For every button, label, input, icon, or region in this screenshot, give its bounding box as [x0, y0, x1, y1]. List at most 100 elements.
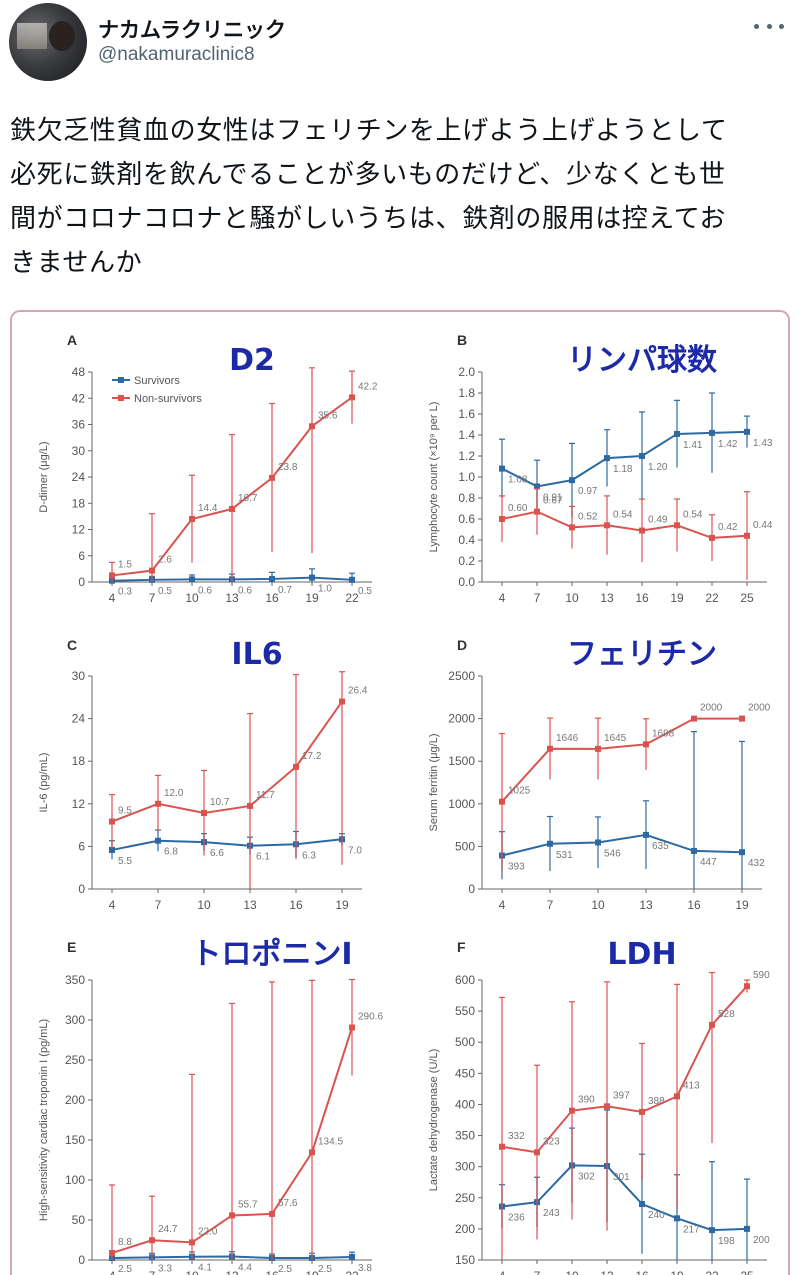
y-tick-label: 300 — [65, 1013, 85, 1027]
data-label: 1698 — [652, 728, 675, 739]
data-point — [109, 1249, 115, 1256]
avatar-window — [17, 23, 47, 49]
x-tick-label: 22 — [705, 1269, 719, 1275]
y-axis-label: High-sensitivity cardiac troponin I (pg/… — [38, 1019, 50, 1221]
data-label: 57.6 — [278, 1198, 298, 1209]
data-label: 635 — [652, 841, 669, 852]
data-label: 12.0 — [164, 788, 184, 799]
data-point — [674, 522, 680, 529]
tweet-text-line: 鉄欠乏性貧血の女性はフェリチンを上げよう上げようとして — [10, 115, 728, 145]
data-label: 3.3 — [158, 1263, 172, 1274]
y-tick-label: 1000 — [448, 797, 475, 811]
data-label: 26.4 — [348, 686, 368, 697]
data-point — [349, 1024, 355, 1031]
data-point — [739, 715, 745, 722]
data-label: 236 — [508, 1212, 525, 1223]
data-point — [499, 516, 505, 522]
data-point — [189, 516, 195, 522]
x-tick-label: 19 — [735, 898, 749, 912]
data-label: 413 — [683, 1080, 700, 1091]
x-tick-label: 19 — [670, 591, 684, 605]
data-point — [499, 465, 505, 472]
y-tick-label: 1.4 — [458, 428, 475, 442]
data-label: 198 — [718, 1236, 735, 1247]
x-tick-label: 10 — [565, 1269, 579, 1275]
x-tick-label: 13 — [600, 591, 614, 605]
user-handle[interactable]: @nakamuraclinic8 — [98, 44, 255, 65]
data-point — [149, 1237, 155, 1244]
data-label: 55.7 — [238, 1199, 258, 1210]
tweet-header: ナカムラクリニック @nakamuraclinic8 — [0, 0, 800, 90]
y-tick-label: 30 — [72, 669, 86, 683]
more-options-icon[interactable] — [754, 16, 784, 36]
data-point — [674, 430, 680, 437]
x-tick-label: 4 — [499, 591, 506, 605]
y-tick-label: 450 — [455, 1066, 475, 1080]
data-point — [547, 745, 553, 752]
data-label: 546 — [604, 848, 621, 859]
data-point — [201, 810, 207, 817]
chart-panel-f: F LDH 150 200 250 300 350 400 450 500 550 600 4 7 10 13… — [428, 937, 770, 1275]
data-point — [691, 847, 697, 854]
data-label: 0.6 — [198, 585, 212, 596]
y-axis-label: D-dimer (μg/L) — [38, 441, 50, 512]
y-tick-label: 6 — [78, 839, 85, 853]
tweet-text-line: 必死に鉄剤を飲んでることが多いものだけど、少なくとも世 — [10, 159, 726, 189]
tweet-media-image[interactable]: A D2 0 6 12 18 24 30 36 42 48 4 7 10 13 16 19 22 D-dimer (… — [10, 310, 790, 1275]
data-label: 332 — [508, 1131, 525, 1142]
chart-panel-c: C IL6 0 6 12 18 24 30 4 7 10 13 16 19 IL-6 (pg/mL) 5.5 6… — [38, 637, 368, 912]
legend: Survivors Non-survivors — [112, 375, 202, 405]
y-tick-label: 0.6 — [458, 512, 475, 526]
x-tick-label: 4 — [109, 1269, 116, 1275]
data-point — [709, 1021, 715, 1028]
y-tick-label: 550 — [455, 1004, 475, 1018]
panel-title: フェリチン — [567, 637, 717, 672]
data-point — [744, 983, 750, 990]
data-label: 323 — [543, 1136, 560, 1147]
data-label: 10.7 — [210, 797, 230, 808]
data-label: 0.54 — [613, 509, 633, 520]
data-label: 243 — [543, 1208, 560, 1219]
data-point — [269, 474, 275, 481]
data-label: 0.5 — [358, 586, 372, 597]
y-tick-label: 24 — [72, 712, 86, 726]
x-tick-label: 19 — [305, 1269, 319, 1275]
x-tick-label: 7 — [534, 591, 541, 605]
data-point — [293, 763, 299, 770]
data-point — [229, 505, 235, 512]
data-point — [739, 849, 745, 856]
y-tick-label: 42 — [72, 391, 86, 405]
data-label: 0.54 — [683, 509, 703, 520]
data-label: 9.5 — [118, 806, 132, 817]
panel-letter: F — [457, 939, 466, 955]
data-label: 0.49 — [648, 515, 668, 526]
data-point — [155, 800, 161, 807]
data-label: 2.5 — [278, 1264, 292, 1275]
tweet-text: 鉄欠乏性貧血の女性はフェリチンを上げよう上げようとして 必死に鉄剤を飲んでること… — [10, 108, 795, 284]
data-label: 2.5 — [118, 1264, 132, 1275]
y-tick-label: 200 — [455, 1222, 475, 1236]
data-label: 16.7 — [238, 493, 258, 504]
y-tick-label: 1.6 — [458, 407, 475, 421]
x-tick-label: 4 — [109, 591, 116, 605]
data-point — [744, 428, 750, 435]
x-tick-label: 13 — [225, 591, 239, 605]
data-label: 388 — [648, 1096, 665, 1107]
x-tick-label: 13 — [639, 898, 653, 912]
panel-letter: B — [457, 332, 467, 348]
y-tick-label: 0 — [78, 882, 85, 896]
data-point — [149, 567, 155, 574]
display-name[interactable]: ナカムラクリニック — [98, 19, 286, 42]
data-point — [639, 1108, 645, 1115]
y-tick-label: 0 — [78, 1253, 85, 1267]
series-line — [501, 985, 748, 1154]
data-label: 290.6 — [358, 1012, 383, 1023]
data-label: 302 — [578, 1171, 595, 1182]
avatar[interactable] — [9, 3, 87, 81]
data-point — [269, 575, 275, 582]
data-point — [309, 574, 315, 581]
data-label: 1.0 — [318, 584, 332, 595]
y-tick-label: 0.8 — [458, 491, 475, 505]
data-point — [595, 745, 601, 752]
